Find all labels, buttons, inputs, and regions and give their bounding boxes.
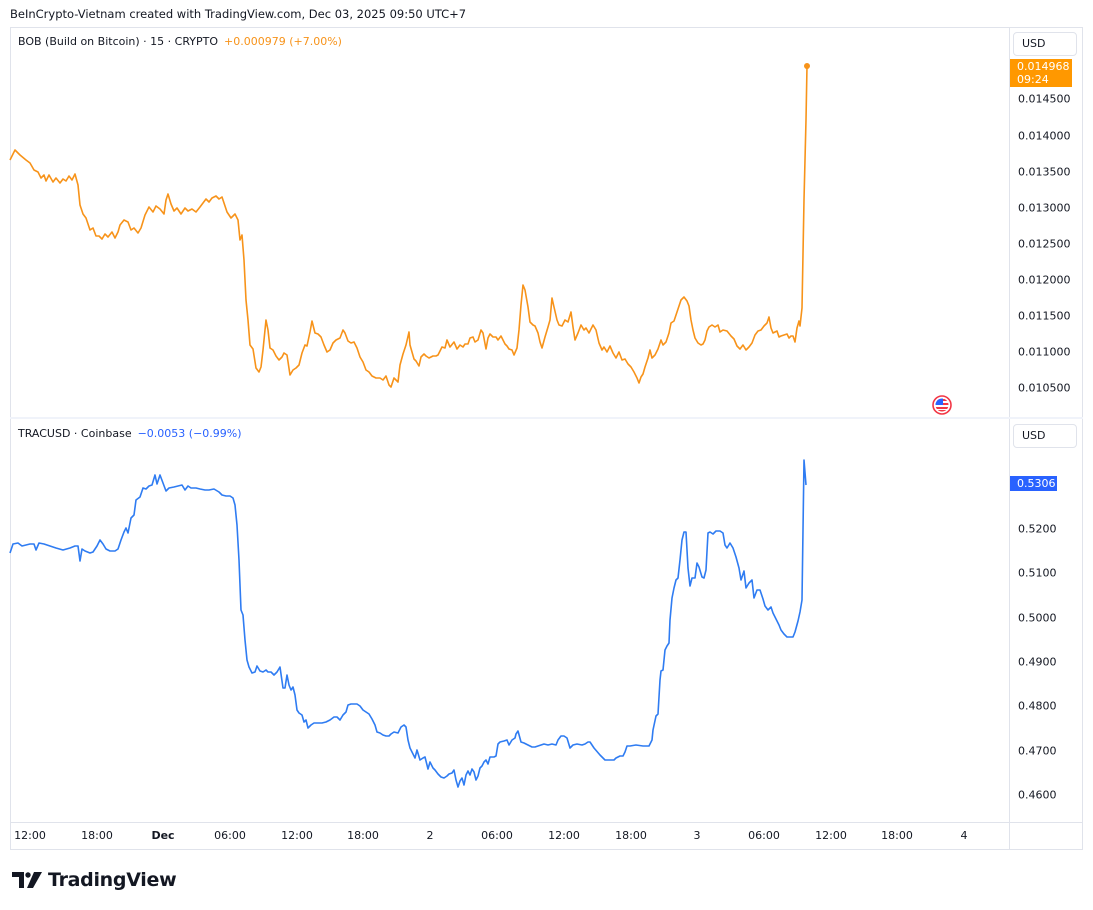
x-tick: 18:00 bbox=[881, 829, 913, 842]
x-tick: 18:00 bbox=[615, 829, 647, 842]
bob-symbol: BOB (Build on Bitcoin) · 15 · CRYPTO bbox=[18, 35, 218, 48]
trac-y-tick: 0.5100 bbox=[1018, 566, 1057, 580]
bob-currency-button[interactable]: USD bbox=[1013, 32, 1077, 56]
bob-y-tick: 0.013000 bbox=[1018, 201, 1071, 215]
trac-y-tick: 0.5200 bbox=[1018, 522, 1057, 536]
bob-y-tick: 0.011500 bbox=[1018, 309, 1071, 323]
x-tick: 18:00 bbox=[81, 829, 113, 842]
trac-y-tick: 0.4800 bbox=[1018, 699, 1057, 713]
trac-currency-button[interactable]: USD bbox=[1013, 424, 1077, 448]
trac-change: −0.0053 (−0.99%) bbox=[137, 427, 242, 440]
pane-divider[interactable] bbox=[10, 417, 1083, 419]
price-axis-divider bbox=[1009, 28, 1010, 850]
bob-y-tick: 0.014000 bbox=[1018, 129, 1071, 143]
trac-y-tick: 0.5000 bbox=[1018, 611, 1057, 625]
trac-y-tick: 0.4900 bbox=[1018, 655, 1057, 669]
bob-y-tick: 0.011000 bbox=[1018, 345, 1071, 359]
x-tick: 12:00 bbox=[548, 829, 580, 842]
trac-y-tick: 0.4700 bbox=[1018, 744, 1057, 758]
x-tick: Dec bbox=[151, 829, 175, 842]
trac-last-price-tag: 0.5306 bbox=[1010, 476, 1057, 491]
x-tick: 06:00 bbox=[214, 829, 246, 842]
x-tick: 12:00 bbox=[14, 829, 46, 842]
x-tick: 12:00 bbox=[815, 829, 847, 842]
bob-last-price: 0.014968 bbox=[1017, 60, 1070, 73]
x-tick: 06:00 bbox=[481, 829, 513, 842]
bob-legend[interactable]: BOB (Build on Bitcoin) · 15 · CRYPTO +0.0… bbox=[18, 35, 342, 48]
trac-y-tick: 0.4600 bbox=[1018, 788, 1057, 802]
x-tick: 2 bbox=[426, 829, 434, 842]
trac-symbol: TRACUSD · Coinbase bbox=[18, 427, 132, 440]
us-flag-icon[interactable] bbox=[932, 395, 952, 415]
time-axis-divider bbox=[10, 822, 1083, 823]
bob-y-tick: 0.014500 bbox=[1018, 92, 1071, 106]
x-tick: 12:00 bbox=[281, 829, 313, 842]
bob-y-tick: 0.013500 bbox=[1018, 165, 1071, 179]
bob-change: +0.000979 (+7.00%) bbox=[224, 35, 342, 48]
tradingview-logo[interactable]: TradingView bbox=[12, 869, 177, 891]
chart-credit: BeInCrypto-Vietnam created with TradingV… bbox=[10, 7, 467, 21]
trac-legend[interactable]: TRACUSD · Coinbase −0.0053 (−0.99%) bbox=[18, 427, 242, 440]
bob-y-tick: 0.010500 bbox=[1018, 381, 1071, 395]
bob-bar-countdown: 09:24 bbox=[1017, 73, 1049, 86]
x-tick: 18:00 bbox=[347, 829, 379, 842]
bob-y-tick: 0.012500 bbox=[1018, 237, 1071, 251]
tradingview-logo-icon bbox=[12, 872, 42, 888]
x-tick: 06:00 bbox=[748, 829, 780, 842]
bob-y-tick: 0.012000 bbox=[1018, 273, 1071, 287]
chart-frame bbox=[10, 27, 1083, 850]
x-tick: 4 bbox=[960, 829, 968, 842]
x-tick: 3 bbox=[693, 829, 701, 842]
bob-last-price-tag: 0.014968 09:24 bbox=[1010, 59, 1072, 87]
tradingview-logo-text: TradingView bbox=[48, 869, 177, 891]
